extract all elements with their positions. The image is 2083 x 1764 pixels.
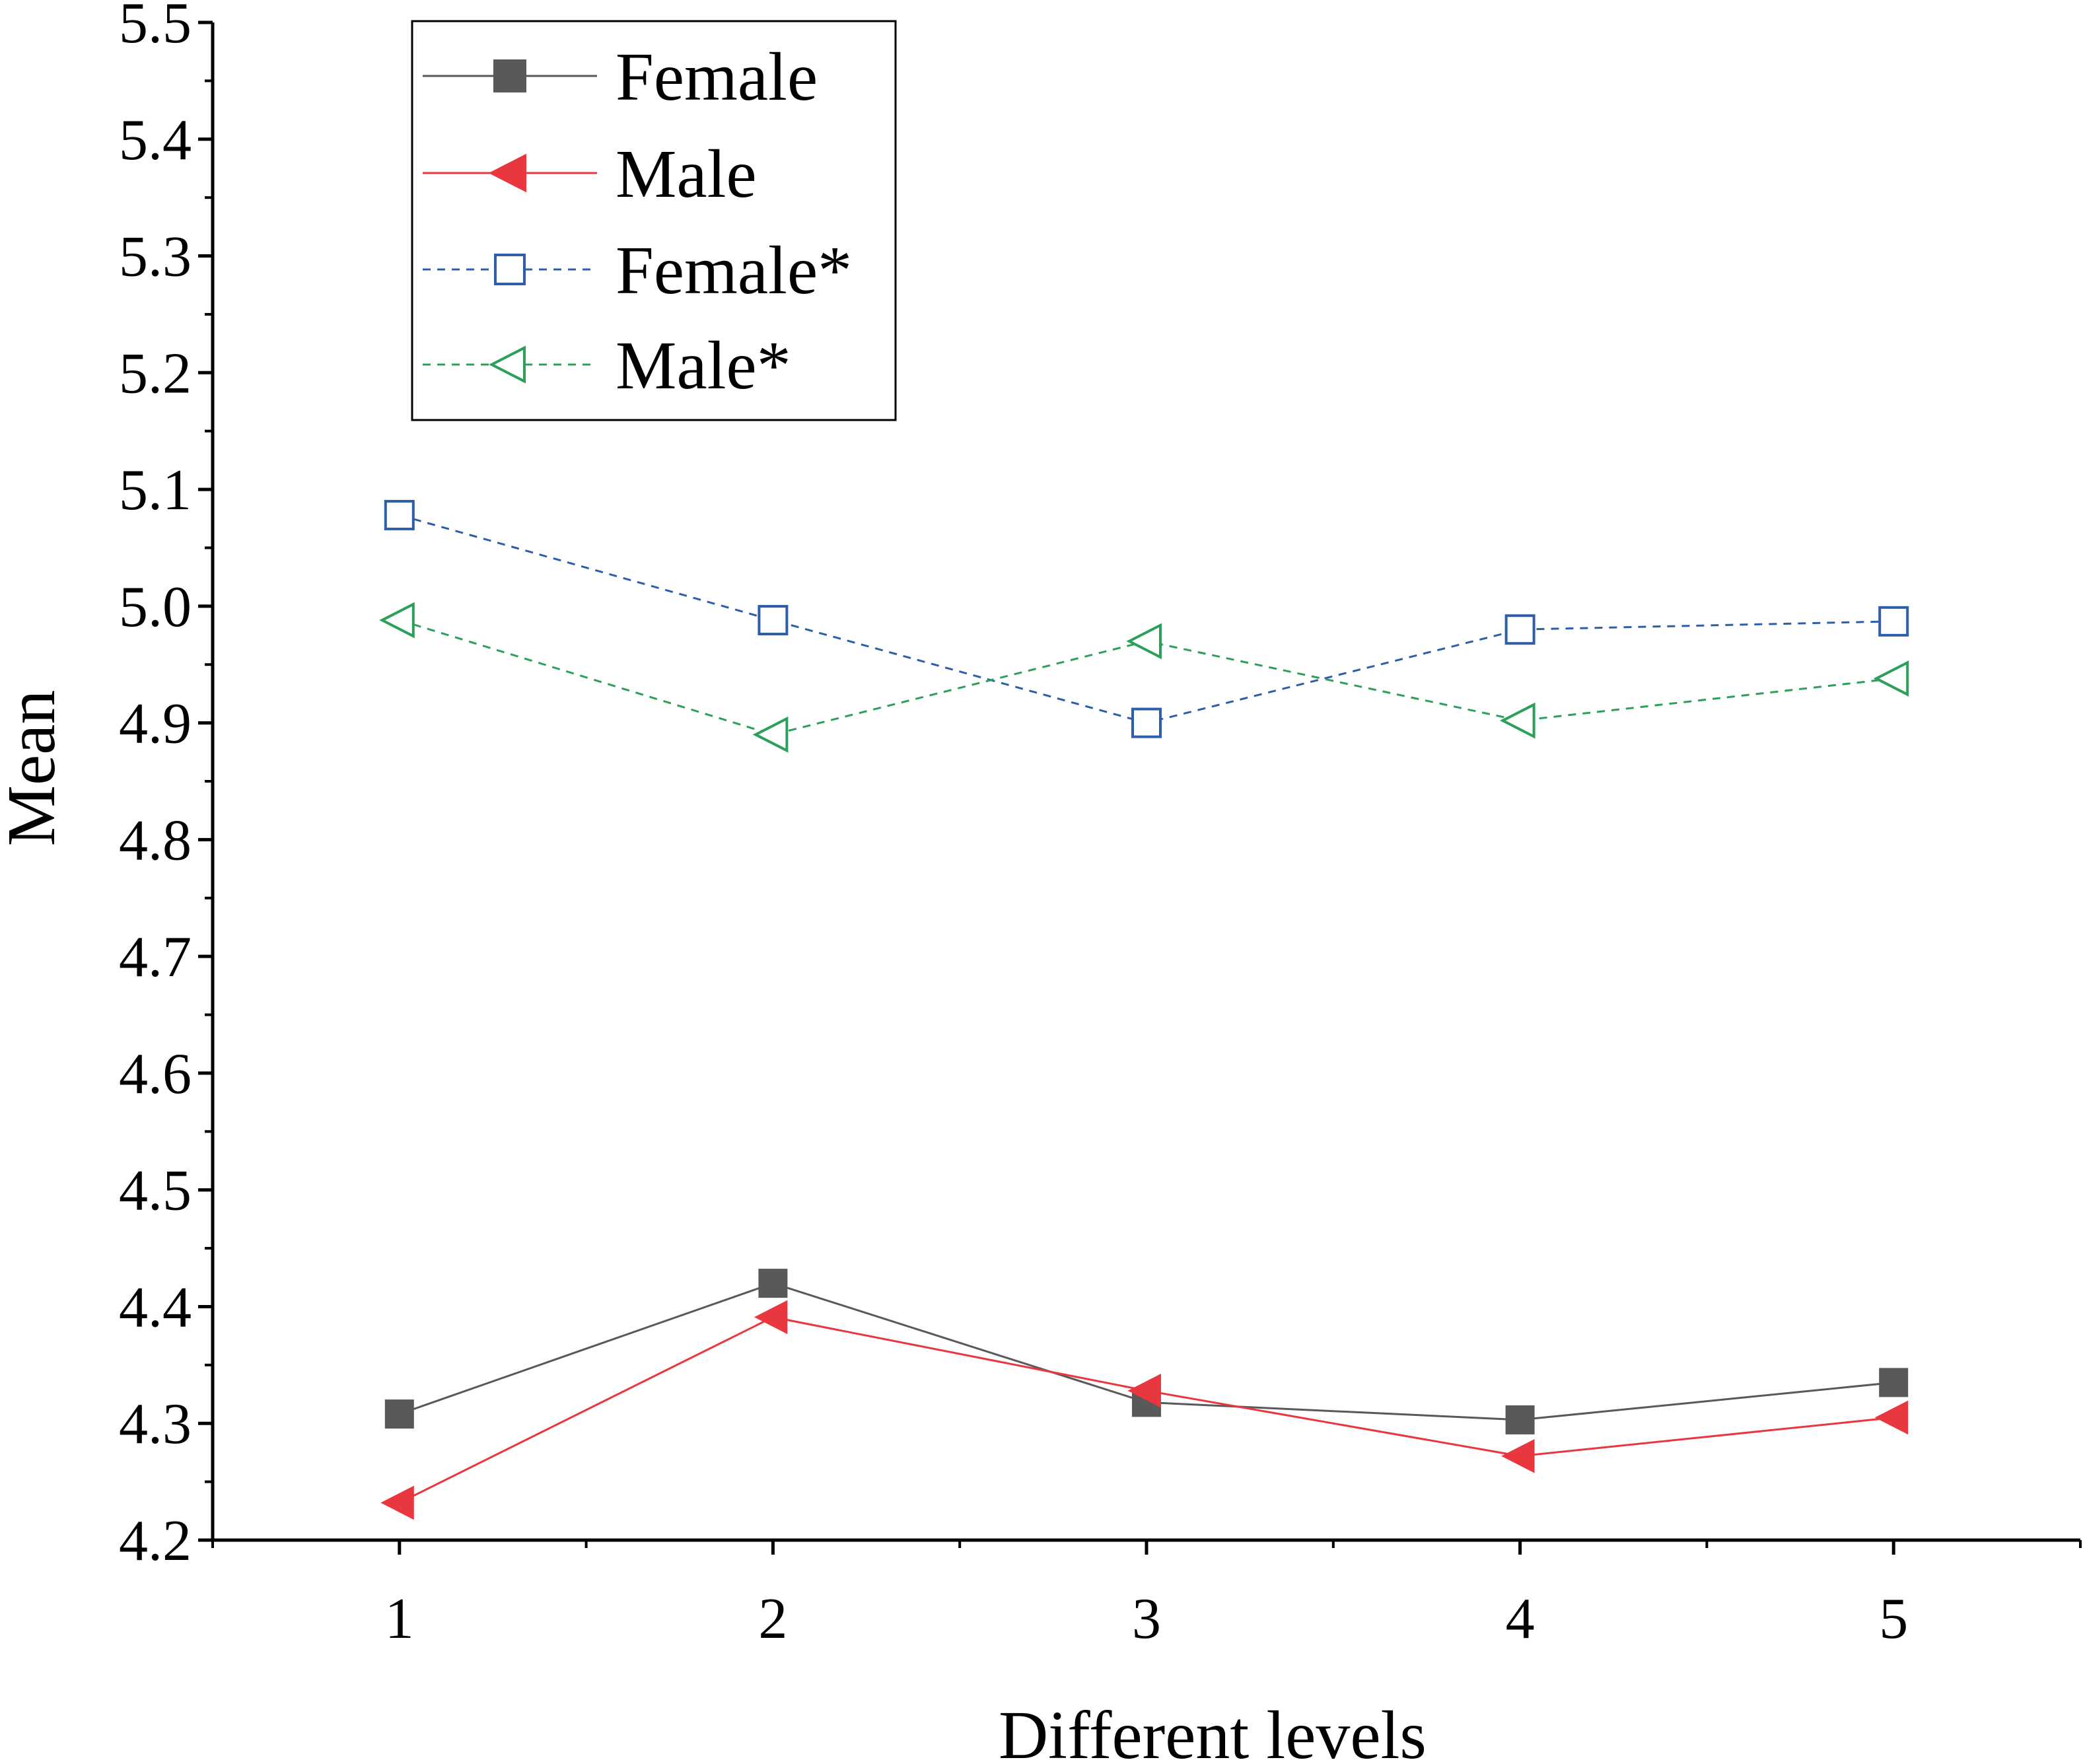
legend-label: Male* — [616, 328, 791, 404]
data-point — [1127, 1373, 1161, 1408]
legend-marker — [489, 345, 526, 384]
x-axis-title: Different levels — [999, 1697, 1427, 1764]
y-tick-label: 5.1 — [119, 458, 192, 522]
y-tick-label: 5.4 — [119, 108, 192, 172]
y-tick-label: 4.5 — [119, 1159, 192, 1223]
y-tick-label: 4.9 — [119, 692, 192, 756]
series-line — [399, 514, 1894, 724]
legend-marker — [493, 59, 526, 92]
legend-label: Male — [616, 136, 757, 212]
y-tick-label: 5.5 — [119, 0, 192, 55]
series-male — [380, 1300, 1909, 1520]
data-point — [1501, 1438, 1535, 1473]
x-tick-label: 5 — [1879, 1587, 1908, 1651]
data-point — [1504, 614, 1536, 645]
data-point — [1499, 702, 1536, 739]
y-tick-label: 5.3 — [119, 225, 192, 289]
series-male-star — [379, 602, 1909, 753]
series-female-star — [384, 499, 1909, 738]
legend-marker — [494, 254, 526, 285]
x-tick-label: 2 — [758, 1587, 787, 1651]
y-tick-label: 4.3 — [119, 1392, 192, 1456]
y-tick-label: 4.2 — [119, 1509, 192, 1573]
legend-label: Female* — [616, 232, 852, 308]
data-point — [1131, 707, 1162, 738]
x-tick-label: 1 — [385, 1587, 414, 1651]
data-point — [380, 1485, 414, 1520]
data-point — [1879, 1368, 1909, 1397]
data-point — [1505, 1405, 1535, 1434]
data-point — [379, 602, 415, 639]
data-point — [384, 1399, 414, 1429]
data-point — [1878, 606, 1909, 637]
x-tick-label: 4 — [1506, 1587, 1535, 1651]
legend-marker — [488, 153, 526, 193]
y-axis-ticks: 4.2 4.3 4.4 4.5 4.6 4.7 4.8 4.9 5.0 5.1 5.2 5.3 5.4 5… — [119, 0, 213, 1573]
series-layer — [379, 499, 1909, 1520]
y-axis-title: Mean — [0, 690, 69, 847]
y-tick-label: 4.8 — [119, 808, 192, 872]
legend-box — [411, 20, 897, 421]
legend-label: Female — [616, 39, 818, 115]
data-point — [1874, 1400, 1909, 1435]
x-axis-ticks: 1 2 3 4 5 — [211, 1540, 2082, 1651]
y-tick-label: 5.2 — [119, 341, 192, 406]
data-point — [754, 1300, 788, 1335]
series-female — [384, 1269, 1909, 1434]
y-tick-label: 4.6 — [119, 1042, 192, 1106]
legend: Female Male Female* Male* — [411, 20, 897, 421]
data-point — [752, 716, 789, 753]
y-tick-label: 4.4 — [119, 1275, 192, 1339]
data-point — [758, 605, 789, 636]
x-tick-label: 3 — [1132, 1587, 1161, 1651]
data-point — [1126, 623, 1162, 660]
y-tick-label: 4.7 — [119, 925, 192, 989]
y-tick-label: 5.0 — [119, 575, 192, 639]
data-point — [758, 1269, 788, 1298]
data-point — [1873, 660, 1909, 697]
data-point — [384, 499, 415, 530]
